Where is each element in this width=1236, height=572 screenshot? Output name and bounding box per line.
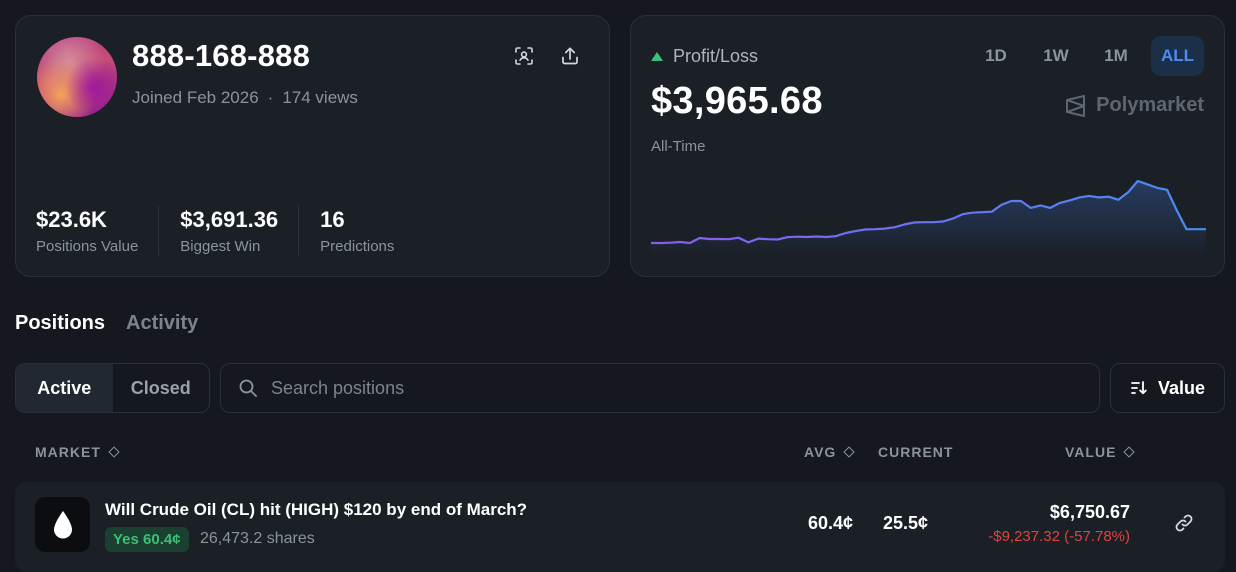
- pnl-chart: [651, 179, 1206, 256]
- stat-value: 16: [320, 207, 345, 232]
- username: 888-168-888: [132, 38, 311, 73]
- header-market[interactable]: MARKET: [35, 444, 120, 460]
- view-count: 174 views: [282, 88, 358, 107]
- stat-label: Biggest Win: [180, 238, 261, 255]
- range-tabs: 1D 1W 1M ALL: [971, 36, 1204, 76]
- sort-diamond-icon: [108, 446, 120, 458]
- pnl-line: [651, 179, 1206, 245]
- range-tab-all[interactable]: ALL: [1150, 36, 1204, 76]
- profile-meta: Joined Feb 2026 · 174 views: [132, 88, 358, 108]
- brand: Polymarket: [1065, 94, 1204, 117]
- stat-value: $3,691.36: [180, 207, 279, 232]
- stat-label: Predictions: [320, 238, 395, 255]
- header-avg-label: AVG: [804, 444, 837, 460]
- oil-drop-icon: [35, 497, 90, 552]
- header-current: CURRENT: [878, 444, 953, 460]
- search-icon: [239, 379, 257, 397]
- market-title[interactable]: Will Crude Oil (CL) hit (HIGH) $120 by e…: [105, 500, 528, 519]
- position-pnl: -$9,237.32 (-57.78%): [988, 528, 1130, 545]
- scan-icon[interactable]: [510, 42, 538, 70]
- pnl-card: Profit/Loss $3,965.68 All-Time 1D 1W 1M …: [630, 15, 1225, 277]
- tab-positions[interactable]: Positions: [15, 312, 106, 334]
- sort-diamond-icon: [843, 446, 855, 458]
- avg-price: 60.4¢: [808, 513, 854, 533]
- status-filter: Active Closed: [15, 363, 210, 413]
- stat-label: Positions Value: [36, 238, 139, 255]
- header-avg[interactable]: AVG: [804, 444, 855, 460]
- sort-label: Value: [1157, 377, 1206, 398]
- meta-separator: ·: [267, 88, 274, 107]
- share-count: 26,473.2 shares: [200, 530, 315, 547]
- pnl-header: Profit/Loss: [651, 46, 758, 67]
- pnl-area: [651, 181, 1206, 256]
- table-row[interactable]: Will Crude Oil (CL) hit (HIGH) $120 by e…: [15, 482, 1225, 572]
- current-price: 25.5¢: [883, 513, 929, 533]
- filter-active-button[interactable]: Active: [16, 364, 113, 412]
- header-market-label: MARKET: [35, 444, 101, 460]
- position-value: $6,750.67: [1049, 502, 1130, 522]
- pnl-period: All-Time: [651, 138, 706, 155]
- polymarket-logo-icon: [1066, 94, 1086, 117]
- header-current-label: CURRENT: [878, 444, 954, 460]
- stat-value: $23.6K: [36, 207, 107, 232]
- profile-stats: $23.6K Positions Value $3,691.36 Biggest…: [36, 206, 435, 255]
- sort-button[interactable]: Value: [1110, 363, 1225, 413]
- stat-predictions: 16 Predictions: [320, 206, 414, 255]
- profile-card: 888-168-888 Joined Feb 2026 · 174 views $2…: [15, 15, 610, 277]
- pnl-label: Profit/Loss: [673, 46, 759, 66]
- brand-name: Polymarket: [1096, 94, 1204, 116]
- share-icon[interactable]: [556, 42, 584, 70]
- search-box: [220, 363, 1100, 413]
- outcome-badge: Yes 60.4¢: [105, 527, 189, 552]
- pnl-amount: $3,965.68: [651, 80, 823, 122]
- stat-positions-value: $23.6K Positions Value: [36, 206, 160, 255]
- link-icon[interactable]: [1173, 512, 1197, 536]
- stat-biggest-win: $3,691.36 Biggest Win: [180, 206, 300, 255]
- range-tab-1m[interactable]: 1M: [1104, 46, 1128, 65]
- avatar: [37, 37, 117, 117]
- sort-diamond-icon: [1123, 446, 1136, 458]
- range-tab-1d[interactable]: 1D: [985, 46, 1007, 65]
- sort-icon: [1131, 381, 1147, 395]
- triangle-up-icon: [651, 52, 663, 61]
- search-input[interactable]: [271, 377, 1051, 399]
- filter-closed-button[interactable]: Closed: [130, 377, 191, 398]
- tab-activity[interactable]: Activity: [126, 312, 199, 334]
- main-tabs: Positions Activity: [15, 312, 198, 335]
- range-tab-1w[interactable]: 1W: [1043, 46, 1069, 65]
- header-value-label: VALUE: [1065, 444, 1117, 460]
- header-value[interactable]: VALUE: [1065, 444, 1136, 460]
- joined-date: Joined Feb 2026: [132, 88, 259, 107]
